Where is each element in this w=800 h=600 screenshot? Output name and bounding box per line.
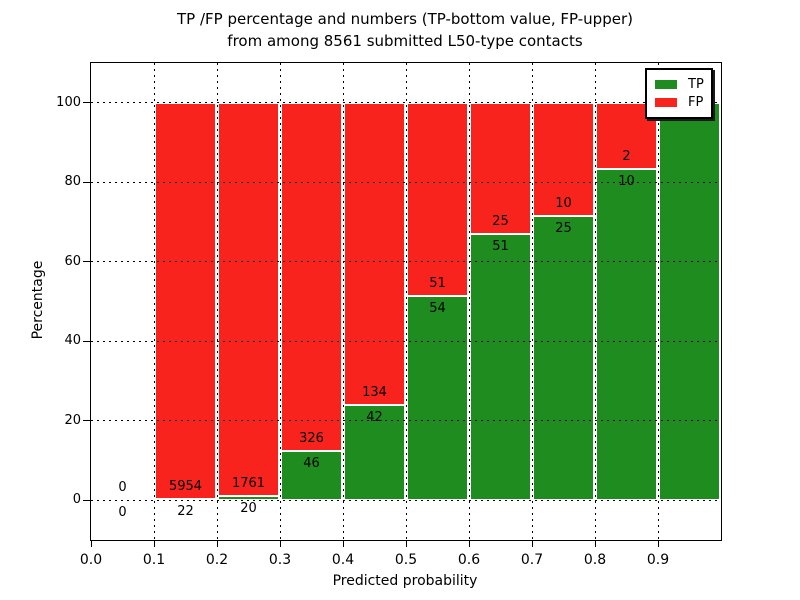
horizontal-gridline: [91, 499, 721, 501]
tp-bar: [533, 216, 594, 501]
fp-count-label: 51: [429, 275, 446, 291]
x-axis-tick-label: 0.9: [646, 552, 670, 568]
tp-bar: [407, 295, 468, 501]
x-axis-tick: [531, 540, 533, 547]
fp-bar: [218, 102, 279, 496]
tp-count-label: 0: [118, 505, 127, 521]
y-axis-tick-label: 20: [64, 412, 81, 428]
vertical-gridline: [657, 63, 659, 540]
x-axis-tick: [342, 540, 344, 547]
fp-count-label: 2: [622, 149, 631, 164]
tp-count-label: 20: [240, 500, 257, 516]
tp-bar: [470, 233, 531, 501]
horizontal-gridline: [91, 420, 721, 422]
x-axis-tick: [657, 540, 659, 547]
legend-item-fp: FP: [655, 94, 711, 111]
fp-count-label: 5954: [168, 478, 203, 494]
fp-count-label: 1761: [231, 475, 266, 491]
tp-count-label: 25: [555, 221, 572, 237]
legend-label-fp: FP: [688, 95, 704, 110]
fp-bar: [281, 102, 342, 452]
horizontal-gridline: [91, 181, 721, 183]
x-axis-tick: [153, 540, 155, 547]
x-axis-tick-label: 0.6: [457, 552, 481, 568]
fp-count-label: 0: [118, 480, 127, 496]
x-axis-tick: [594, 540, 596, 547]
x-axis-tick: [468, 540, 470, 547]
vertical-gridline: [279, 63, 281, 540]
horizontal-gridline: [91, 102, 721, 104]
y-axis-tick-label: 60: [64, 253, 81, 269]
x-axis-tick-label: 0.1: [142, 552, 166, 568]
fp-count-label: 326: [299, 431, 324, 447]
chart-title: TP /FP percentage and numbers (TP-bottom…: [90, 9, 720, 53]
fp-bar: [470, 102, 531, 234]
x-axis-tick-label: 0.3: [268, 552, 292, 568]
fp-bar: [407, 102, 468, 296]
y-axis-tick: [83, 340, 90, 342]
vertical-gridline: [531, 63, 533, 540]
legend: TP FP: [645, 68, 713, 119]
vertical-gridline: [594, 63, 596, 540]
plot-area: TP FP 0 20 40 60 80 100 0.0 0.1 0.2 0.3 0.4 0.5 0.6 0…: [56, 62, 722, 568]
y-axis-tick: [83, 102, 90, 104]
tp-bar: [281, 451, 342, 501]
fp-count-label: 134: [362, 385, 387, 401]
y-axis-tick: [83, 499, 90, 501]
vertical-gridline: [405, 63, 407, 540]
tp-bar: [218, 495, 279, 501]
tp-count-label: 46: [303, 456, 320, 472]
x-axis-tick-label: 0.8: [583, 552, 607, 568]
x-axis-tick-label: 0.7: [520, 552, 544, 568]
fp-count-label: 25: [492, 213, 509, 229]
tp-count-label: 42: [366, 410, 383, 426]
x-axis-tick: [279, 540, 281, 547]
fp-bar: [155, 102, 216, 499]
vertical-gridline: [216, 63, 218, 540]
tp-count-label: 22: [177, 503, 194, 519]
horizontal-gridline: [91, 340, 721, 342]
tp-count-label: 10: [618, 174, 635, 189]
tp-legend-swatch-icon: [655, 80, 677, 89]
vertical-gridline: [468, 63, 470, 540]
fp-bar: [344, 102, 405, 406]
x-axis-tick-label: 0.0: [79, 552, 103, 568]
x-axis-label: Predicted probability: [332, 573, 478, 589]
legend-label-tp: TP: [688, 77, 704, 92]
y-axis-tick: [83, 420, 90, 422]
horizontal-gridline: [91, 261, 721, 263]
y-axis-tick-label: 0: [72, 492, 81, 508]
tp-count-label: 54: [429, 300, 446, 316]
tp-bar: [659, 102, 720, 501]
chart-title-line2: from among 8561 submitted L50-type conta…: [227, 31, 583, 50]
fp-count-label: 10: [555, 196, 572, 212]
x-axis-tick: [405, 540, 407, 547]
y-axis-tick-label: 100: [56, 94, 81, 110]
vertical-gridline: [342, 63, 344, 540]
y-axis-tick: [83, 261, 90, 263]
x-axis-tick-label: 0.4: [331, 552, 355, 568]
x-axis-tick: [216, 540, 218, 547]
y-axis-tick-label: 40: [64, 333, 81, 349]
x-axis-tick: [90, 540, 92, 547]
vertical-gridline: [153, 63, 155, 540]
tp-count-label: 51: [492, 238, 509, 254]
legend-item-tp: TP: [655, 76, 711, 93]
chart-title-line1: TP /FP percentage and numbers (TP-bottom…: [177, 10, 633, 28]
y-axis-tick: [83, 181, 90, 183]
x-axis-tick-label: 0.5: [394, 552, 418, 568]
tp-bar: [596, 169, 657, 501]
fp-legend-swatch-icon: [655, 98, 677, 107]
x-axis-tick-label: 0.2: [205, 552, 229, 568]
y-axis-tick-label: 80: [64, 174, 81, 190]
